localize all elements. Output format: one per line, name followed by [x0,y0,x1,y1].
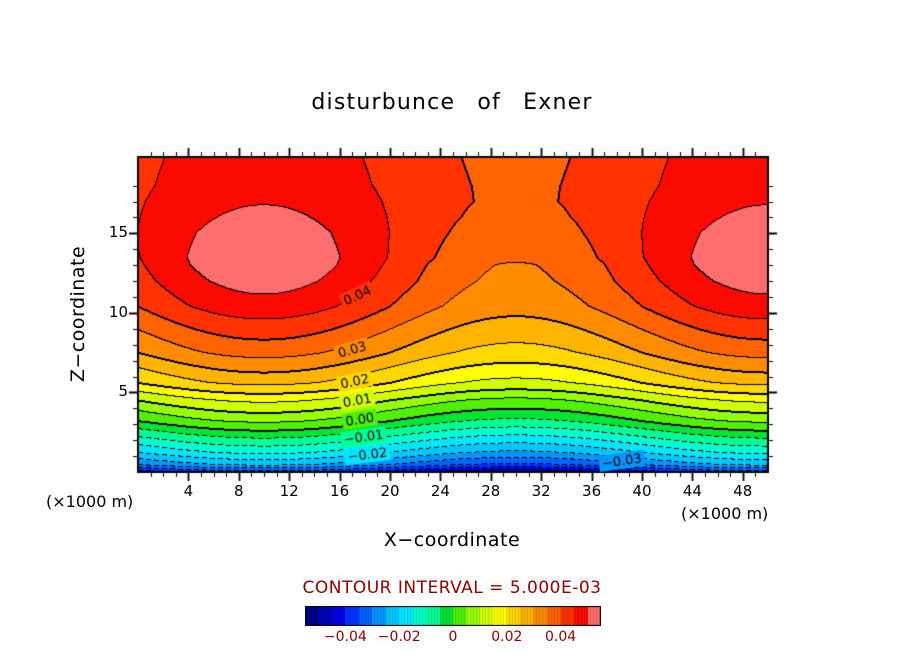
colorbar-tick-label: 0.04 [545,629,577,645]
x-tick-label: 8 [234,482,244,500]
chart-title: disturbunce of Exner [311,90,593,115]
x-tick-label: 36 [582,482,602,500]
colorbar-tick-label: −0.02 [377,629,421,645]
x-tick-label: 24 [430,482,450,500]
y-axis-unit-label: (×1000 m) [46,492,134,511]
y-axis-title: Z−coordinate [67,245,89,383]
x-tick-label: 48 [733,482,753,500]
y-tick-label: 10 [108,302,128,321]
x-tick-label: 28 [481,482,501,500]
x-tick-label: 16 [330,482,350,500]
colorbar-tick-label: −0.04 [323,629,367,645]
colorbar [305,606,601,626]
x-tick-label: 12 [279,482,299,500]
contour-interval-text: CONTOUR INTERVAL = 5.000E-03 [302,578,602,598]
x-tick-label: 32 [531,482,551,500]
colorbar-tick-label: 0 [448,629,458,645]
x-tick-label: 20 [380,482,400,500]
x-tick-label: 4 [183,482,194,500]
x-tick-label: 44 [682,482,702,500]
y-tick-label: 5 [118,382,128,401]
y-tick-label: 15 [108,223,128,242]
colorbar-tick-label: 0.02 [491,629,523,645]
x-axis-title: X−coordinate [383,529,521,551]
contour-plot-canvas [118,140,790,490]
x-axis-unit-label: (×1000 m) [681,504,769,523]
x-tick-label: 40 [632,482,652,500]
